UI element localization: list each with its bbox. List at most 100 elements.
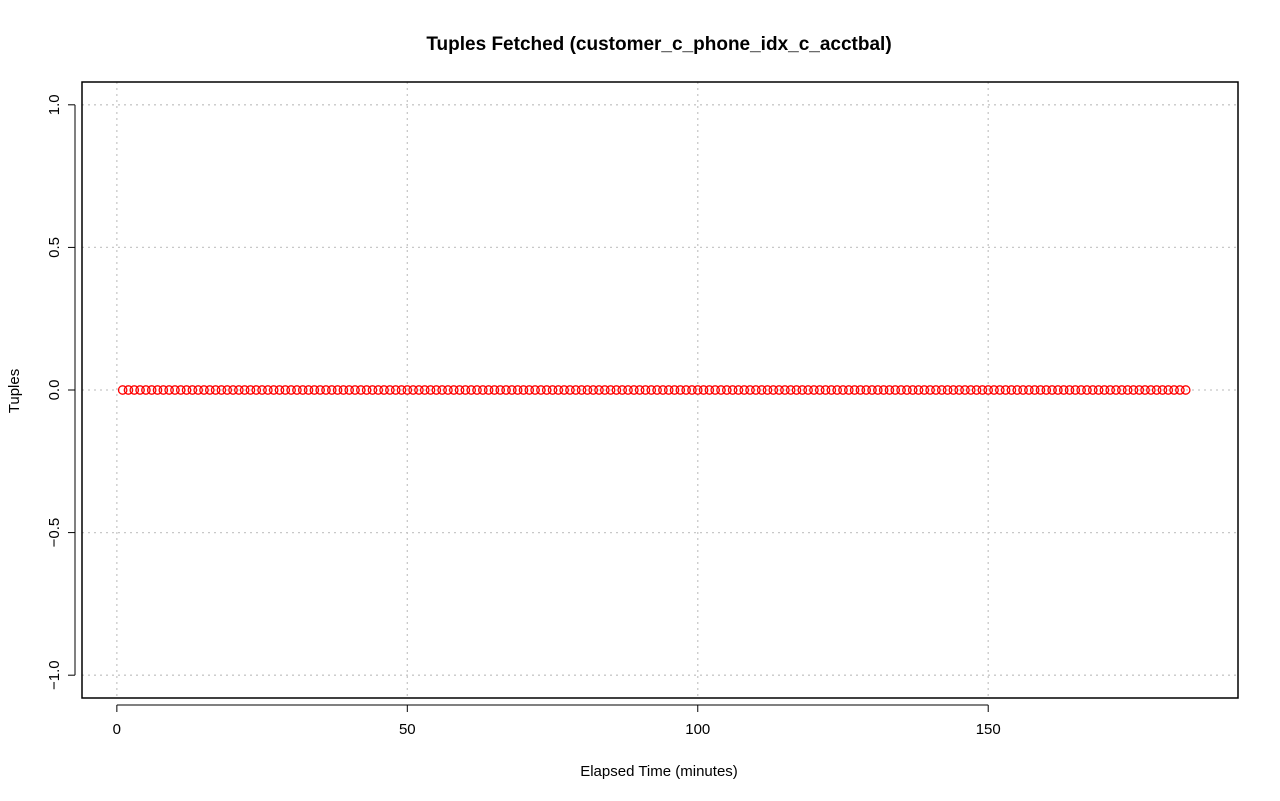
data-point (774, 385, 784, 395)
data-point (658, 385, 668, 395)
data-point (843, 385, 854, 395)
data-point (1006, 385, 1017, 395)
data-point (164, 385, 174, 395)
data-point (547, 385, 558, 395)
plot-area-border (81, 81, 1239, 699)
data-point (553, 385, 564, 395)
y-tick-label: −0.5 (46, 518, 63, 548)
data-point (1076, 385, 1087, 395)
data-point (849, 385, 860, 395)
data-point (1070, 385, 1081, 395)
data-point (286, 385, 296, 395)
data-point (425, 385, 436, 395)
data-point (245, 385, 256, 395)
data-point (483, 385, 494, 395)
data-point (518, 385, 529, 395)
data-point (385, 385, 395, 395)
data-point (913, 385, 924, 395)
data-point (367, 385, 378, 395)
y-tick-label: 0.5 (46, 237, 63, 258)
data-point (396, 385, 407, 395)
data-point (785, 385, 796, 395)
data-point (466, 385, 477, 395)
data-point (1047, 385, 1057, 395)
data-point (994, 385, 1005, 395)
data-point (704, 385, 715, 395)
data-point (1128, 385, 1139, 395)
data-point (942, 385, 953, 395)
y-tick-label: −1.0 (46, 660, 63, 690)
data-point (745, 385, 755, 395)
data-point (239, 385, 250, 395)
data-point (692, 385, 703, 395)
data-point (123, 385, 134, 395)
data-point (594, 385, 604, 395)
data-point (326, 385, 337, 395)
data-point (175, 385, 186, 395)
data-point (721, 385, 732, 395)
data-point (780, 385, 790, 395)
data-point (477, 385, 488, 395)
data-point (454, 385, 465, 395)
chart-title: Tuples Fetched (customer_c_phone_idx_c_a… (426, 34, 891, 55)
data-point (280, 385, 291, 395)
data-point (1000, 385, 1011, 395)
data-point (187, 385, 198, 395)
data-point (263, 385, 273, 395)
data-point (710, 385, 721, 395)
data-point (634, 385, 645, 395)
data-point (181, 385, 192, 395)
data-point (965, 385, 976, 395)
data-point (1122, 385, 1133, 395)
data-point (332, 385, 343, 395)
data-point (1093, 385, 1104, 395)
data-point (803, 385, 813, 395)
x-axis-label: Elapsed Time (minutes) (580, 763, 738, 780)
data-point (646, 385, 657, 395)
data-point (954, 385, 965, 395)
data-point (315, 385, 326, 395)
data-point (1099, 385, 1110, 395)
data-point (826, 385, 837, 395)
data-point (419, 385, 430, 395)
data-point (907, 385, 918, 395)
data-point (1163, 385, 1174, 395)
data-point (1024, 385, 1034, 395)
x-tick-label: 0 (113, 721, 121, 738)
data-point (292, 385, 302, 395)
data-point (530, 385, 540, 395)
data-point (1012, 385, 1023, 395)
data-point (361, 385, 372, 395)
data-point (872, 385, 883, 395)
data-point (989, 385, 999, 395)
data-point (582, 385, 593, 395)
data-point (878, 385, 889, 395)
data-point (1140, 385, 1150, 395)
data-point (1105, 385, 1116, 395)
data-point (756, 385, 767, 395)
data-point (936, 385, 947, 395)
data-point (414, 385, 424, 395)
data-point (902, 385, 912, 395)
data-point (559, 385, 570, 395)
data-point (611, 385, 622, 395)
data-point (228, 385, 238, 395)
data-point (373, 385, 384, 395)
data-point (501, 385, 511, 395)
data-point (1035, 385, 1046, 395)
data-point (977, 385, 988, 395)
data-point (141, 385, 151, 395)
data-point (681, 385, 691, 395)
data-point (1041, 385, 1052, 395)
data-point (971, 385, 982, 395)
data-point (158, 385, 169, 395)
data-point (948, 385, 959, 395)
data-point (431, 385, 442, 395)
data-point (1082, 385, 1092, 395)
data-point (268, 385, 279, 395)
data-point (1053, 385, 1063, 395)
data-point (1029, 385, 1040, 395)
data-point (570, 385, 581, 395)
data-point (170, 385, 180, 395)
